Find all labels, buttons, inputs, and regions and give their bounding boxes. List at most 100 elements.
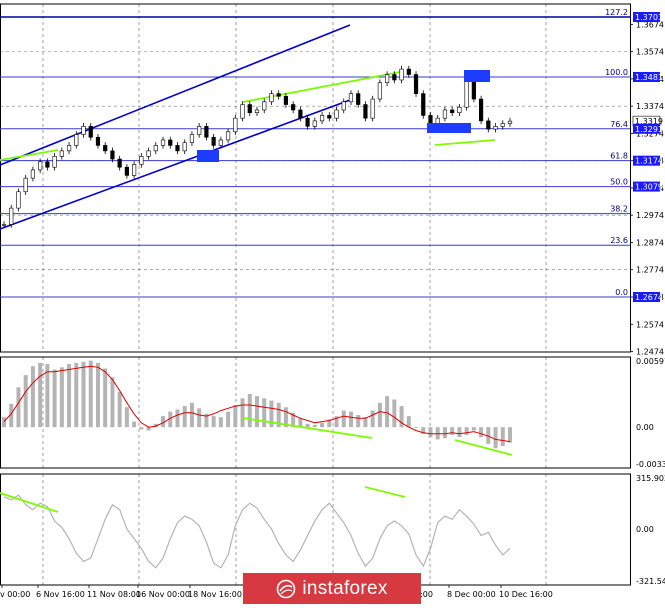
macd-histogram-bar (327, 419, 332, 428)
candle-body (478, 98, 484, 122)
candle-body (218, 139, 223, 146)
channel-upper-line (0, 24, 351, 166)
divergence-line (0, 149, 59, 161)
candle-body (341, 101, 346, 111)
candle-body (319, 115, 325, 122)
candle-body (507, 120, 513, 124)
macd-histogram-bar (305, 423, 310, 428)
candle-body (225, 131, 231, 141)
macd-histogram-bar (197, 408, 202, 428)
candle-body (493, 126, 498, 130)
time-axis-label: 16 Nov 00:00 (136, 590, 190, 599)
price-tick-label: 1.2474 (636, 348, 664, 357)
macd-histogram-bar (356, 414, 361, 428)
cci-line (3, 494, 511, 569)
macd-histogram-bar (233, 405, 238, 428)
macd-histogram-bar (479, 427, 484, 438)
main-panel-frame (0, 3, 631, 353)
candle-body (363, 104, 368, 119)
macd-histogram-bar (139, 427, 144, 430)
macd-histogram-bar (262, 398, 267, 428)
macd-histogram-bar (255, 396, 259, 428)
price-tick-label: 1.3274 (636, 129, 664, 138)
candle-body (413, 74, 419, 94)
price-label-text: 1.3174 (635, 157, 663, 166)
candle-body (247, 104, 252, 113)
macd-histogram-bar (211, 416, 216, 428)
macd-tick-label: 0.00 (636, 423, 654, 432)
watermark-text: instaforex (302, 577, 388, 599)
divergence-line (434, 139, 496, 146)
macd-histogram-bar (161, 416, 166, 428)
price-label-text: 1.2674 (635, 293, 663, 302)
price-tick-label: 1.2774 (636, 266, 664, 275)
candle-body (153, 145, 158, 152)
candle-body (52, 156, 57, 168)
macd-histogram-bar (88, 360, 93, 428)
channel-lower-line (0, 99, 351, 230)
divergence-line (242, 71, 401, 103)
candle-body (370, 98, 375, 119)
macd-histogram-bar (9, 403, 14, 428)
candle-body (74, 134, 79, 146)
price-label-box (633, 12, 660, 22)
macd-histogram-bar (341, 410, 346, 428)
macd-tick-label: 0.00597 (636, 357, 665, 366)
candle-body (305, 117, 310, 127)
macd-histogram-bar (298, 418, 303, 428)
macd-histogram-bar (370, 410, 375, 428)
macd-histogram-bar (442, 427, 447, 439)
macd-histogram-bar (117, 391, 122, 428)
candle-body (197, 126, 202, 135)
macd-histogram-bar (226, 411, 231, 428)
candle-body (312, 120, 317, 127)
candle-body (254, 109, 260, 113)
price-label-text: 1.3701 (635, 13, 663, 22)
macd-histogram-bar (240, 398, 245, 428)
candle-body (139, 156, 144, 165)
macd-histogram-bar (508, 427, 512, 443)
fib-level-label: 50.0 (610, 178, 628, 187)
macd-histogram-bar (493, 427, 498, 449)
candle-body (81, 126, 86, 135)
macd-histogram-bar (392, 399, 397, 428)
candle-body (269, 93, 274, 103)
candle-body (38, 161, 43, 171)
candle-body (442, 109, 448, 119)
price-tick-label: 1.2874 (636, 238, 664, 247)
macd-histogram-bar (30, 366, 35, 428)
macd-histogram-bar (471, 427, 476, 431)
candle-body (175, 145, 180, 152)
candle-body (327, 115, 332, 119)
macd-histogram-bar (52, 369, 57, 428)
candle-body (262, 101, 267, 111)
macd-histogram-bar (421, 427, 426, 434)
macd-histogram-bar (377, 402, 382, 428)
macd-histogram-bar (59, 367, 64, 428)
fib-level-label: 127.2 (605, 8, 628, 17)
price-label-text: 1.3319 (635, 117, 663, 126)
candle-body (211, 136, 216, 146)
candle-body (117, 158, 122, 168)
candle-body (399, 68, 404, 81)
time-axis-label: 11 Nov 08:00 (87, 590, 141, 599)
candle-body (9, 207, 14, 225)
macd-histogram-bar (276, 402, 281, 428)
price-tick-label: 1.2974 (636, 211, 664, 220)
macd-histogram-bar (110, 377, 115, 428)
instaforex-watermark: instaforex (243, 573, 421, 604)
macd-histogram-bar (269, 400, 274, 428)
candle-body (392, 74, 397, 81)
candle-body (45, 161, 50, 168)
candle-body (182, 142, 187, 152)
macd-histogram-bar (67, 363, 72, 428)
macd-histogram-bar (218, 417, 223, 428)
macd-histogram-bar (204, 413, 209, 428)
candle-body (385, 74, 390, 84)
price-label-box (633, 292, 660, 302)
macd-histogram-bar (385, 396, 390, 428)
macd-histogram-bar (95, 362, 100, 428)
macd-histogram-bar (182, 406, 187, 428)
candle-body (406, 68, 411, 75)
price-label-box (633, 71, 660, 82)
